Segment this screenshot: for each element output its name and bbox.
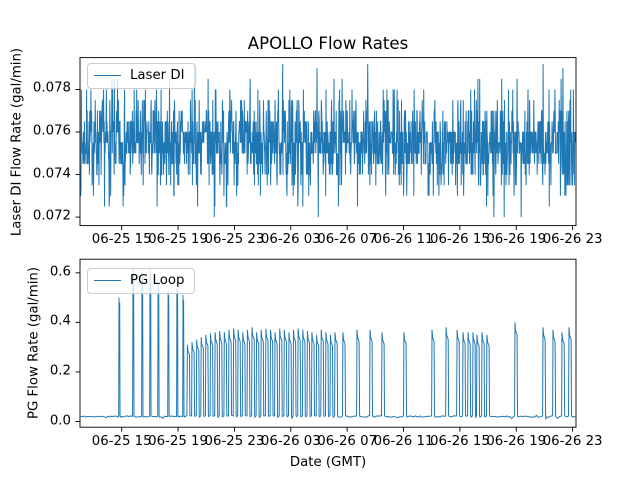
laser-di-line [80,63,576,218]
bottom-y-tick-label: 0.0 [49,413,71,429]
bottom-x-tick-label: 06-25 19 [148,433,208,449]
bottom-y-axis-label: PG Flow Rate (gal/min) [26,267,42,420]
bottom-y-tick-label: 0.6 [49,264,71,280]
top-x-tick-label: 06-25 19 [148,232,208,248]
legend-line-sample-icon [94,74,121,77]
top-axes-frame [79,57,577,227]
top-x-tick-label: 06-26 15 [429,232,490,248]
bottom-x-tick-label: 06-26 03 [260,433,321,449]
x-axis-label: Date (GMT) [289,455,367,470]
legend-label-laser-di: Laser DI [130,68,185,83]
bottom-x-tick-label: 06-26 15 [429,433,490,449]
bottom-x-tick-label: 06-26 19 [486,433,547,449]
bottom-y-tick-label: 0.2 [49,363,71,379]
top-x-tick-label: 06-25 23 [204,232,265,248]
legend-laser-di: Laser DI [87,63,196,89]
top-x-tick-label: 06-26 07 [317,232,378,248]
bottom-x-tick-label: 06-25 15 [91,433,152,449]
bottom-x-tick-label: 06-26 07 [317,433,378,449]
top-x-tick-label: 06-26 23 [542,232,603,248]
top-x-tick-label: 06-26 03 [260,232,321,248]
bottom-x-tick-label: 06-26 23 [542,433,603,449]
top-x-tick-label: 06-26 19 [486,232,547,248]
top-x-tick-label: 06-26 11 [373,232,434,248]
legend-pg-loop: PG Loop [87,268,196,294]
legend-label-pg-loop: PG Loop [130,273,185,288]
top-y-axis-label: Laser DI Flow Rate (gal/min) [9,47,25,236]
top-x-tick-label: 06-25 15 [91,232,152,248]
top-y-tick-label: 0.078 [32,81,71,97]
top-y-tick-label: 0.072 [32,208,71,224]
bottom-x-tick-label: 06-25 23 [204,433,265,449]
chart-title: APOLLO Flow Rates [247,34,409,53]
legend-line-sample-icon [94,279,121,282]
bottom-x-tick-label: 06-26 11 [373,433,434,449]
bottom-axes-frame [79,258,577,428]
top-y-tick-label: 0.076 [32,123,71,139]
top-y-tick-label: 0.074 [32,166,71,182]
bottom-y-tick-label: 0.4 [49,314,71,330]
